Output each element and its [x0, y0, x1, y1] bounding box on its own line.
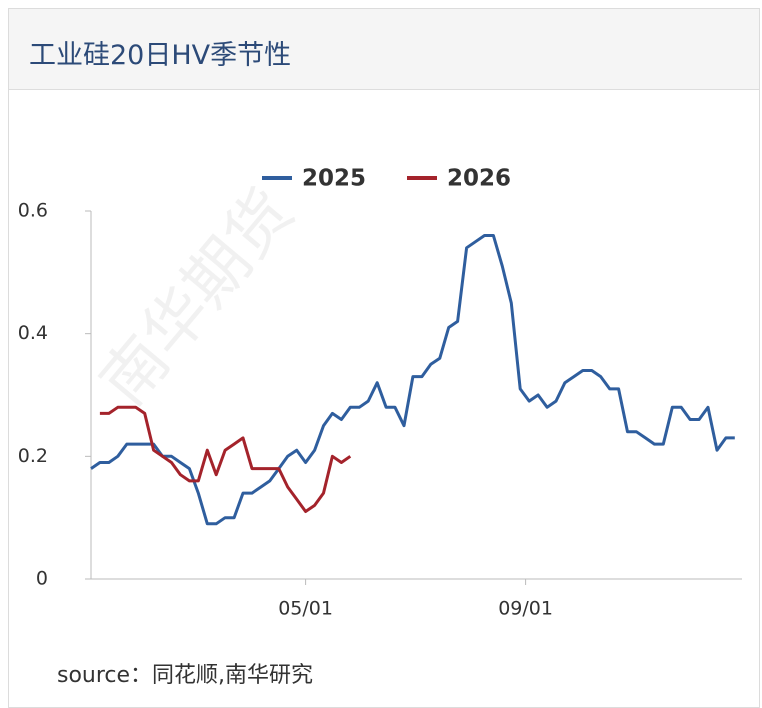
watermark: 南华期货	[87, 176, 308, 420]
y-tick-label: 0.6	[18, 200, 48, 222]
series-line	[90, 234, 735, 526]
series-line	[99, 405, 352, 513]
card-header: 工业硅20日HV季节性	[9, 9, 759, 90]
card: 工业硅20日HV季节性	[8, 8, 760, 708]
legend-label: 2026	[447, 166, 511, 192]
legend-label: 2025	[302, 166, 366, 192]
source-note: source：同花顺,南华研究	[57, 663, 313, 688]
x-tick-label: 05/01	[278, 598, 333, 620]
card-title: 工业硅20日HV季节性	[29, 40, 292, 71]
y-tick-label: 0.2	[18, 445, 48, 467]
y-tick-label: 0	[36, 568, 48, 590]
x-tick-label: 09/01	[498, 598, 553, 620]
y-tick-label: 0.4	[18, 322, 48, 344]
